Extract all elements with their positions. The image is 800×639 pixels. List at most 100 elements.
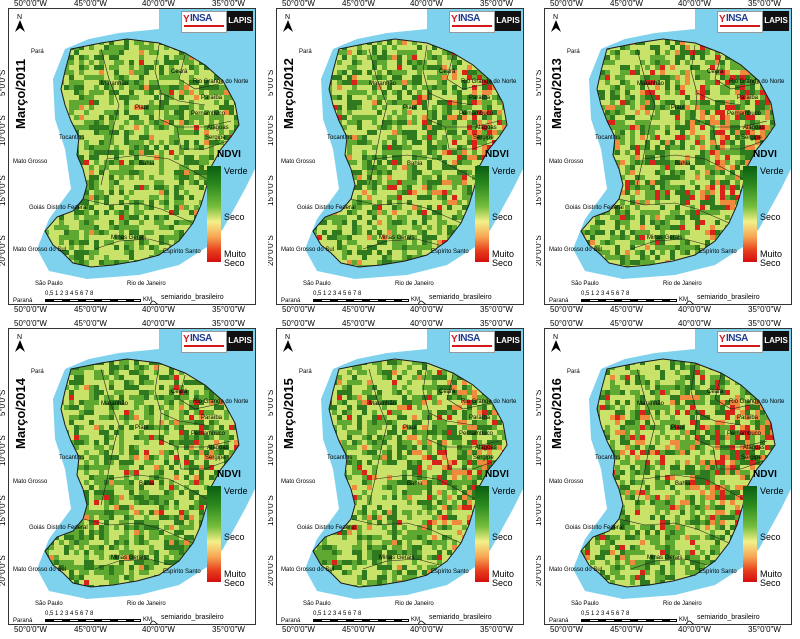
place-label-bahia: Bahia [407, 481, 423, 487]
scale-ticks: 0,5 1 2 3 4 5 6 7 8 [45, 291, 94, 297]
semiarid-symbol-icon [417, 294, 427, 304]
place-label-rio-grande-do-norte: Rio Grande do Norte [193, 79, 249, 85]
place-label-mato-grosso-do-sul: Mato Grosso do Sul [549, 567, 603, 573]
region-outline [44, 38, 240, 268]
insa-logo: Y INSA [717, 11, 763, 33]
longitude-label: 40°0'0"W [410, 0, 443, 8]
map-panel: 50°0'0"W 50°0'0"W 45°0'0"W 45°0'0"W 40°0'0"W… [536, 320, 800, 633]
state-boundary [100, 368, 120, 506]
place-label-mato-grosso-do-sul: Mato Grosso do Sul [549, 247, 603, 253]
place-label-mato-grosso: Mato Grosso [549, 479, 584, 485]
lapis-logo: LAPIS [227, 331, 253, 351]
latitude-label: 15°0'0"S [536, 495, 543, 526]
longitude-label: 45°0'0"W [342, 0, 375, 8]
place-label-maranhao: Maranhão [101, 401, 129, 407]
semiarid-label: semiarido_brasileiro [429, 294, 492, 301]
region-outline [312, 38, 508, 268]
legend-title: NDVI [485, 149, 509, 160]
longitude-label: 40°0'0"W [142, 320, 175, 328]
legend-title: NDVI [217, 469, 241, 480]
legend-title: NDVI [485, 469, 509, 480]
legend-color-ramp [743, 486, 757, 582]
lapis-logo: LAPIS [763, 331, 789, 351]
place-label-pernambuco: Pernambuco [727, 431, 762, 437]
longitude-label: 35°0'0"W [748, 0, 781, 8]
longitude-label: 35°0'0"W [748, 320, 781, 328]
place-label-sergipe: Sergipe [473, 135, 494, 141]
place-label-piaui: Piauí [403, 425, 417, 431]
place-label-piaui: Piauí [671, 105, 685, 111]
map-panel: 50°0'0"W 50°0'0"W 45°0'0"W 45°0'0"W 40°0'0"W… [268, 320, 532, 633]
scale-bar: 0,5 1 2 3 4 5 6 7 8 KM [581, 611, 691, 623]
longitude-label: 35°0'0"W [212, 320, 245, 328]
place-label-ceara: Ceará [707, 69, 724, 75]
longitude-label: 45°0'0"W [610, 0, 643, 8]
north-arrow-icon: N [281, 331, 295, 353]
place-label-alagoas: Alagoas [475, 445, 497, 451]
insa-logo: Y INSA [449, 11, 495, 33]
north-arrow-icon: N [281, 11, 295, 33]
longitude-label: 40°0'0"W [678, 0, 711, 8]
place-label-espirito-santo: Espírito Santo [699, 249, 737, 255]
longitude-label: 35°0'0"W [480, 320, 513, 328]
place-label-parana: Paraná [549, 298, 569, 304]
place-label-rio-de-janeiro: Rio de Janeiro [395, 281, 434, 287]
state-boundary [642, 154, 744, 180]
place-label-paraiba: Paraíba [201, 95, 223, 101]
place-label-tocantins: Tocantins [595, 135, 621, 141]
latitude-label: 20°0'0"S [536, 235, 543, 266]
place-label-goias: Goiás [297, 205, 313, 211]
panel-title: Março/2016 [549, 378, 564, 449]
place-label-ceara: Ceará [171, 69, 188, 75]
place-label-sergipe: Sergipe [205, 455, 226, 461]
longitude-label: 40°0'0"W [410, 625, 443, 633]
region-outline [44, 358, 240, 588]
legend-low-label: Muito Seco [224, 249, 247, 268]
place-label-sergipe: Sergipe [741, 455, 762, 461]
place-label-maranhao: Maranhão [637, 401, 665, 407]
surrounding-land [9, 9, 255, 304]
state-boundary [714, 374, 760, 410]
place-label-rio-de-janeiro: Rio de Janeiro [663, 281, 702, 287]
longitude-label: 40°0'0"W [142, 305, 175, 313]
legend-mid-label: Seco [492, 532, 513, 542]
region-outline [312, 358, 508, 588]
surrounding-land [545, 329, 791, 624]
lapis-logo: LAPIS [495, 331, 521, 351]
place-label-pernambuco: Pernambuco [191, 431, 226, 437]
place-label-parana: Paraná [549, 618, 569, 624]
place-label-tocantins: Tocantins [327, 135, 353, 141]
place-label-minas-gerais: Minas Gerais [647, 235, 683, 241]
state-boundary [176, 446, 228, 470]
semiarid-symbol-icon [417, 614, 427, 624]
map-panel: 50°0'0"W 50°0'0"W 45°0'0"W 45°0'0"W 40°0'0"W… [0, 0, 264, 313]
place-label-minas-gerais: Minas Gerais [111, 555, 147, 561]
legend-mid-label: Seco [492, 212, 513, 222]
state-boundary [178, 54, 224, 90]
place-label-piaui: Piauí [403, 105, 417, 111]
place-label-paraiba: Paraíba [201, 415, 223, 421]
legend-low-label: Muito Seco [492, 249, 515, 268]
north-arrow-icon: N [549, 331, 563, 353]
place-label-tocantins: Tocantins [59, 135, 85, 141]
latitude-label: 5°0'0"S [268, 69, 275, 96]
longitude-label: 50°0'0"W [282, 320, 315, 328]
svg-text:N: N [285, 14, 290, 21]
state-boundary [350, 198, 462, 224]
longitude-label: 45°0'0"W [610, 320, 643, 328]
longitude-label: 50°0'0"W [550, 320, 583, 328]
place-label-paraiba: Paraíba [737, 415, 759, 421]
place-label-distrito-federal: Distrito Federal [583, 205, 624, 211]
place-label-rio-de-janeiro: Rio de Janeiro [127, 281, 166, 287]
legend-high-label: Verde [224, 166, 248, 176]
longitude-label: 40°0'0"W [678, 305, 711, 313]
panel-title: Março/2011 [13, 58, 28, 129]
state-boundary [636, 368, 656, 506]
place-label-bahia: Bahia [675, 161, 691, 167]
longitude-label: 50°0'0"W [550, 0, 583, 8]
place-label-pernambuco: Pernambuco [459, 111, 494, 117]
scale-ticks: 0,5 1 2 3 4 5 6 7 8 [45, 611, 94, 617]
longitude-label: 35°0'0"W [212, 0, 245, 8]
legend-low-label: Muito Seco [224, 569, 247, 588]
latitude-label: 20°0'0"S [0, 235, 7, 266]
